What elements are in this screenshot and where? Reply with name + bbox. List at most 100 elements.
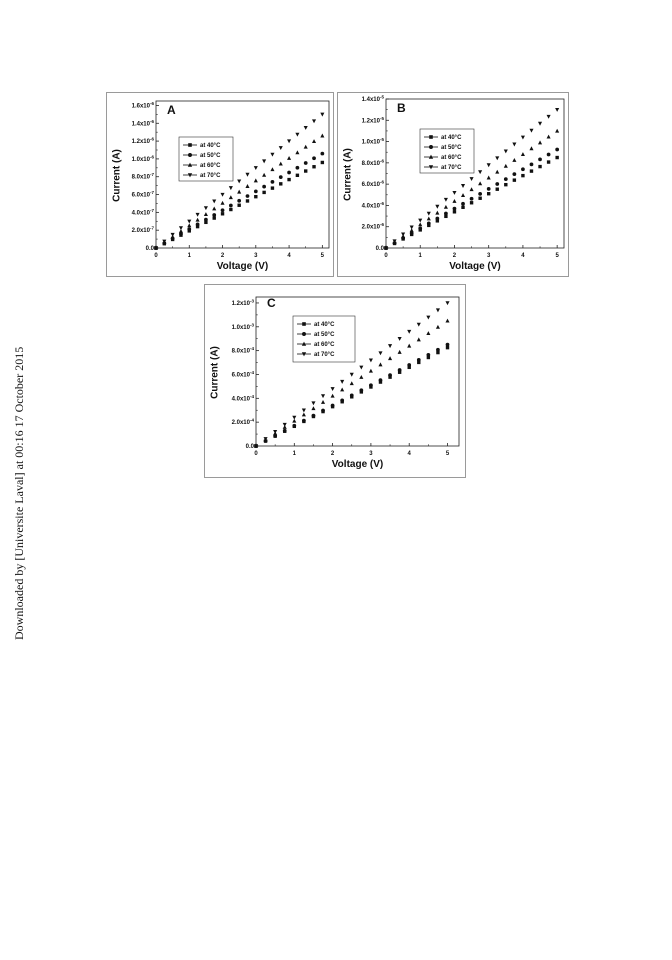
data-point bbox=[303, 161, 308, 165]
data-point bbox=[187, 227, 192, 231]
data-point bbox=[178, 228, 183, 233]
legend-box bbox=[419, 128, 475, 174]
data-point bbox=[220, 200, 225, 205]
y-tick-label: 0.0 bbox=[246, 444, 255, 450]
data-point bbox=[340, 398, 345, 403]
legend-marker bbox=[188, 143, 192, 147]
data-point bbox=[253, 166, 258, 171]
series-triangle-down bbox=[383, 107, 560, 251]
plot-frame bbox=[155, 100, 330, 249]
data-point bbox=[418, 226, 423, 231]
data-point bbox=[228, 203, 233, 208]
data-point bbox=[416, 358, 421, 362]
data-point bbox=[537, 121, 543, 126]
data-point bbox=[469, 177, 474, 182]
data-point bbox=[409, 225, 414, 230]
data-point bbox=[262, 190, 266, 195]
panel-label: A bbox=[167, 103, 176, 117]
data-point bbox=[407, 363, 412, 367]
data-point bbox=[478, 191, 483, 196]
legend: at 40°C at 50°C at 60°C at 70°C bbox=[178, 136, 234, 182]
data-point bbox=[486, 175, 491, 180]
data-point bbox=[262, 184, 266, 189]
data-point bbox=[369, 383, 373, 388]
legend-marker bbox=[301, 341, 307, 346]
data-point bbox=[320, 151, 325, 156]
x-tick-label: 0 bbox=[154, 253, 158, 259]
data-point bbox=[245, 172, 250, 177]
data-point bbox=[303, 144, 308, 149]
data-point bbox=[469, 201, 474, 205]
data-point bbox=[546, 114, 551, 119]
data-point bbox=[295, 173, 300, 178]
data-point bbox=[220, 212, 225, 216]
y-tick-label: 1.0x10-5 bbox=[362, 137, 385, 146]
data-point bbox=[204, 220, 208, 225]
data-point bbox=[378, 378, 383, 383]
series-triangle-down bbox=[153, 112, 325, 251]
data-point bbox=[418, 218, 423, 223]
data-point bbox=[388, 356, 393, 361]
data-point bbox=[486, 163, 491, 168]
data-point bbox=[555, 128, 560, 133]
y-tick-label: 1.4x10-5 bbox=[362, 95, 385, 104]
legend-marker bbox=[301, 352, 307, 357]
x-tick-label: 1 bbox=[188, 253, 192, 259]
data-point bbox=[237, 203, 241, 207]
y-tick-label: 0.0 bbox=[376, 246, 385, 252]
data-point bbox=[270, 167, 275, 172]
y-tick-label: 1.2x10-5 bbox=[362, 116, 385, 125]
data-point bbox=[529, 162, 534, 167]
panel-label: C bbox=[267, 296, 276, 310]
data-point bbox=[330, 393, 335, 398]
data-point bbox=[388, 344, 393, 349]
y-tick-label: 4.0x10-7 bbox=[132, 208, 155, 217]
data-point bbox=[378, 351, 383, 356]
y-tick-label: 4.0x10-6 bbox=[362, 201, 385, 210]
data-point bbox=[320, 112, 325, 117]
data-point bbox=[282, 428, 287, 433]
data-point bbox=[292, 423, 297, 428]
plot-frame bbox=[255, 296, 460, 447]
data-point bbox=[220, 192, 225, 197]
data-point bbox=[304, 169, 308, 173]
series-triangle-down bbox=[253, 301, 450, 449]
data-point bbox=[521, 167, 525, 172]
data-point bbox=[460, 184, 466, 188]
legend: at 40°C at 50°C at 60°C at 70°C bbox=[292, 315, 356, 363]
data-point bbox=[443, 197, 448, 202]
data-point bbox=[445, 318, 450, 323]
data-point bbox=[512, 157, 517, 162]
data-point bbox=[170, 232, 175, 237]
data-point bbox=[359, 374, 364, 379]
data-point bbox=[195, 212, 200, 217]
data-point bbox=[417, 360, 421, 365]
data-point bbox=[426, 216, 431, 221]
data-point bbox=[195, 217, 200, 222]
data-point bbox=[203, 212, 208, 217]
data-point bbox=[245, 184, 250, 188]
series-triangle-up bbox=[253, 318, 450, 448]
x-tick-label: 4 bbox=[287, 253, 291, 259]
data-point bbox=[538, 157, 542, 162]
chart-panel-c: 0 1 2 3 4 5 0.0 2.0x10-4 4.0x10-4 6.0x10-4 8.0x10-… bbox=[204, 284, 466, 478]
data-point bbox=[292, 418, 297, 423]
chart-panel-a: 0 1 2 3 4 5 0.0 2.0x10-7 4.0x10-7 6.0x10-7 8.0x10-… bbox=[106, 92, 334, 277]
data-point bbox=[495, 187, 499, 191]
legend-marker bbox=[429, 135, 433, 139]
data-point bbox=[546, 134, 551, 139]
data-point bbox=[212, 199, 217, 204]
data-point bbox=[436, 347, 440, 352]
legend-label: at 40°C bbox=[441, 135, 462, 141]
data-point bbox=[445, 342, 450, 347]
data-point bbox=[237, 179, 242, 184]
data-point bbox=[435, 204, 440, 209]
x-tick-label: 1 bbox=[419, 253, 423, 259]
data-point bbox=[426, 315, 431, 320]
data-point bbox=[435, 324, 440, 329]
data-point bbox=[503, 163, 508, 168]
y-tick-label: 1.4x10-6 bbox=[132, 119, 155, 128]
data-point bbox=[452, 190, 457, 195]
data-point bbox=[388, 373, 392, 377]
chart-c-svg: 0 1 2 3 4 5 0.0 2.0x10-4 4.0x10-4 6.0x10-4 8.0x10-… bbox=[210, 296, 460, 470]
